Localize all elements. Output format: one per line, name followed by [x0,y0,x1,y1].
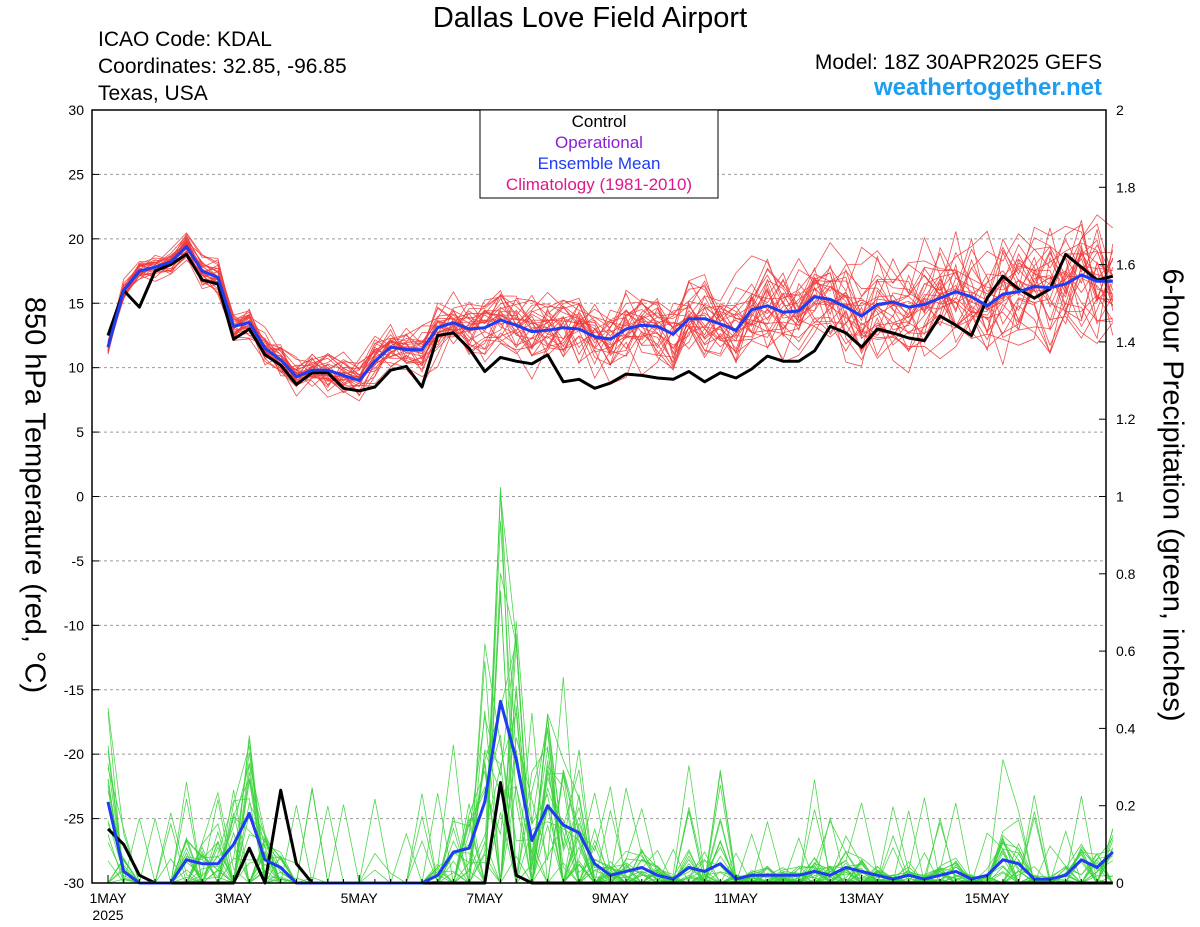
model-run: Model: 18Z 30APR2025 GEFS [814,51,1102,74]
x-tick-label: 3MAY [215,890,253,906]
y2-tick-label: 0.4 [1116,720,1136,736]
region: Texas, USA [98,82,208,105]
y-tick-label: 5 [76,424,84,440]
y-axis-right: 2 1.8 1.6 1.4 1.2 1 0.8 0.6 0.4 0.2 0 [1099,102,1136,891]
temp-member-line [107,233,1113,387]
precip-member-line [108,643,1114,885]
y2-tick-label: 1 [1116,489,1124,505]
x-tick-label: 7MAY [466,890,504,906]
y-tick-label: 30 [68,102,84,118]
temp-member-line [107,229,1114,383]
temp-member-line [107,234,1113,386]
legend-control: Control [572,112,627,131]
y2-tick-label: 1.2 [1116,411,1136,427]
temp-members [107,214,1114,402]
legend: Control Operational Ensemble Mean Climat… [479,109,719,199]
legend-box [479,109,719,199]
temp-member-line [107,225,1113,392]
y2-tick-label: 0 [1116,875,1124,891]
y-tick-label: 25 [68,166,84,182]
temp-member-line [107,227,1114,386]
y-axis-label-left: 850 hPa Temperature (red, °C) [18,296,51,694]
site-link[interactable]: weathertogether.net [873,74,1102,101]
x-tick-label: 1MAY [89,890,127,906]
x-tick-label: 13MAY [839,890,885,906]
x-tick-label: 11MAY [714,890,758,906]
y-tick-label: -10 [64,617,84,633]
y-tick-label: 0 [76,489,84,505]
precip-members [107,487,1114,885]
y-tick-label: -30 [64,875,84,891]
coordinates: Coordinates: 32.85, -96.85 [98,55,347,78]
temp-member-line [107,233,1114,380]
y2-tick-label: 1.6 [1116,257,1136,273]
temp-member-line [107,242,1114,389]
precip-member-line [107,677,1114,884]
temp-member-line [107,239,1114,387]
ensemble-mean-temp-line [106,245,1113,382]
y-tick-label: -5 [72,553,85,569]
y2-tick-label: 1.4 [1116,334,1136,350]
legend-operational: Operational [555,133,643,152]
temp-member-line [107,220,1114,384]
y-tick-label: 15 [68,295,84,311]
station-info: ICAO Code: KDAL Coordinates: 32.85, -96.… [98,26,347,107]
y-axis-label-right: 6-hour Precipitation (green, inches) [1156,268,1189,722]
precip-member-line [107,643,1113,885]
y-tick-label: 20 [68,231,84,247]
precip-member-line [107,748,1114,885]
legend-ensemble-mean: Ensemble Mean [538,154,661,173]
y2-tick-label: 0.8 [1116,566,1136,582]
temp-member-line [107,251,1114,379]
y2-tick-label: 2 [1116,102,1124,118]
y-tick-label: -20 [64,746,84,762]
precip-member-line [108,685,1113,884]
temp-member-line [107,214,1114,397]
temp-member-line [107,243,1114,375]
y2-tick-label: 0.6 [1116,643,1136,659]
y-tick-label: 10 [68,360,84,376]
legend-climatology: Climatology (1981-2010) [506,175,692,194]
precip-member-line [107,641,1114,885]
temp-member-line [107,239,1114,378]
chart-title: Dallas Love Field Airport [432,2,748,34]
y-tick-label: -25 [64,811,84,827]
temp-member-line [107,239,1114,397]
x-tick-label: 9MAY [592,890,630,906]
y-axis-left: 30 25 20 15 10 5 0 -5 -10 -15 -20 -25 -30 [64,102,99,891]
x-tick-label: 5MAY [341,890,379,906]
control-temp-line [106,252,1114,393]
x-tick-sublabel: 2025 [92,907,123,923]
y2-tick-label: 1.8 [1116,179,1136,195]
y-tick-label: -15 [64,682,84,698]
y2-tick-label: 0.2 [1116,798,1136,814]
temp-member-line [107,232,1113,394]
x-tick-label: 15MAY [965,890,1011,906]
icao-code: ICAO Code: KDAL [98,28,272,51]
